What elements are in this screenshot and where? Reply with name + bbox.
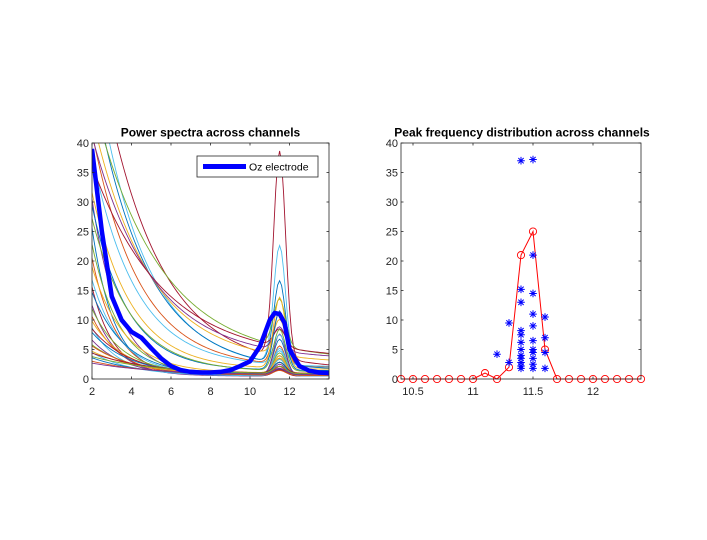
peak-point [529, 348, 537, 357]
y-tick-label: 30 [386, 197, 398, 209]
y-axis-ticks: 0 5 10 15 20 25 30 35 40 [386, 138, 641, 386]
peak-point [541, 313, 549, 321]
peak-point [541, 333, 549, 342]
peak-point [517, 364, 525, 373]
y-tick-label: 40 [386, 138, 398, 150]
y-tick-label: 40 [77, 138, 89, 150]
y-tick-label: 5 [83, 345, 89, 357]
y-tick-label: 30 [77, 197, 89, 209]
peak-point [529, 251, 537, 259]
distribution-point [528, 227, 538, 236]
x-tick-label: 10 [244, 386, 256, 398]
x-tick-label: 11.5 [523, 386, 544, 398]
peak-frequency-panel: Peak frequency distribution across chann… [386, 126, 650, 399]
x-tick-label: 12 [283, 386, 295, 398]
peak-point [517, 326, 525, 335]
channel-spectrum-line [104, 143, 329, 355]
power-spectra-panel: Power spectra across channels 2 4 6 8 10 12 14… [77, 126, 335, 399]
y-tick-label: 0 [392, 374, 398, 386]
x-tick-label: 14 [323, 386, 335, 398]
x-tick-label: 10.5 [402, 386, 423, 398]
x-tick-label: 11 [467, 386, 478, 398]
distribution-point [480, 369, 490, 378]
peak-point [517, 345, 525, 354]
legend-label-oz: Oz electrode [249, 162, 309, 174]
peak-point [529, 155, 537, 164]
y-tick-label: 15 [386, 286, 398, 298]
peak-point [493, 350, 501, 359]
y-tick-label: 35 [386, 168, 398, 180]
peak-point [517, 285, 525, 294]
y-tick-label: 25 [386, 227, 398, 239]
peak-point [529, 322, 537, 330]
x-tick-label: 6 [168, 386, 174, 398]
peak-point [517, 156, 525, 165]
chart-title: Power spectra across channels [121, 126, 301, 140]
oz-electrode-series [92, 148, 329, 376]
channel-spectrum-line [116, 143, 329, 366]
channel-spectrum-line [92, 154, 329, 367]
oz-electrode-line [92, 148, 329, 376]
distribution-point [516, 251, 526, 260]
chart-title: Peak frequency distribution across chann… [394, 126, 650, 140]
x-axis-ticks: 2 4 6 8 10 12 14 [89, 143, 335, 398]
legend: Oz electrode [196, 155, 319, 178]
x-tick-label: 8 [207, 386, 213, 398]
peak-point [517, 354, 525, 363]
y-tick-label: 10 [77, 315, 89, 327]
y-tick-label: 0 [83, 374, 89, 386]
peak-scatter-points [493, 155, 549, 373]
y-tick-label: 15 [77, 286, 89, 298]
y-tick-label: 25 [77, 227, 89, 239]
peak-point [541, 364, 549, 373]
y-tick-label: 5 [392, 345, 398, 357]
channel-spectrum-line [92, 192, 329, 370]
y-tick-label: 20 [77, 256, 89, 268]
peak-point [517, 338, 525, 347]
y-tick-label: 10 [386, 315, 398, 327]
peak-point [517, 330, 525, 339]
x-axis-ticks: 10.5 11 11.5 12 [402, 143, 599, 398]
peak-point [541, 348, 549, 357]
channel-spectrum-line [92, 218, 329, 372]
y-tick-label: 20 [386, 256, 398, 268]
peak-point [529, 289, 537, 298]
peak-point [529, 354, 537, 363]
peak-point [517, 298, 525, 307]
x-tick-label: 4 [128, 386, 134, 398]
legend-box [196, 155, 319, 178]
peak-point [505, 358, 513, 367]
x-tick-label: 12 [587, 386, 599, 398]
peak-point [529, 364, 537, 373]
y-axis-ticks: 0 5 10 15 20 25 30 35 40 [77, 138, 329, 386]
y-tick-label: 35 [77, 168, 89, 180]
peak-point [505, 319, 513, 327]
peak-point [529, 336, 537, 345]
peak-point [529, 310, 537, 318]
peak-point [529, 360, 537, 369]
spectra-lines [92, 143, 329, 377]
x-tick-label: 2 [89, 386, 95, 398]
